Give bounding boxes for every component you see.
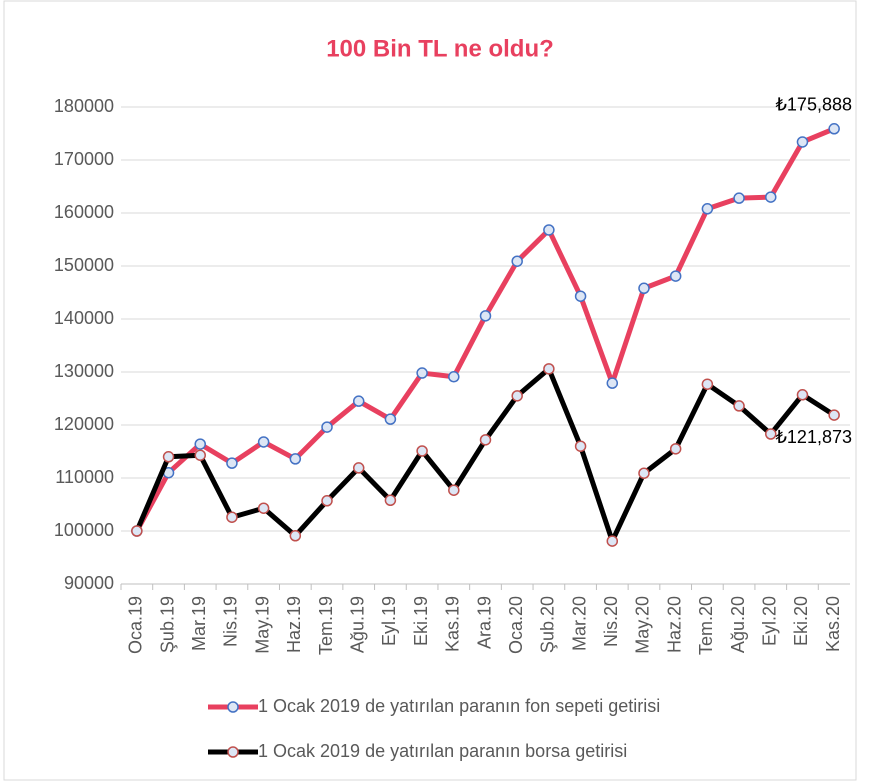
point-marker bbox=[289, 530, 302, 542]
data-label: ₺121,873 bbox=[775, 427, 852, 447]
chart-title: 100 Bin TL ne oldu? bbox=[326, 35, 554, 62]
legend-label: 1 Ocak 2019 de yatırılan paranın fon sep… bbox=[258, 696, 660, 716]
x-tick-label: May.19 bbox=[252, 596, 272, 654]
y-tick-label: 180000 bbox=[54, 96, 114, 116]
x-tick-label: Haz.19 bbox=[284, 596, 304, 653]
x-tick-label: Ağu.20 bbox=[728, 596, 748, 653]
point-marker bbox=[574, 290, 587, 302]
x-tick-label: Mar.19 bbox=[189, 596, 209, 651]
x-tick-label: Ara.19 bbox=[474, 596, 494, 649]
x-tick-label: Eki.20 bbox=[791, 596, 811, 646]
point-marker bbox=[606, 377, 619, 389]
point-marker bbox=[733, 192, 745, 204]
point-marker bbox=[796, 136, 809, 148]
point-marker bbox=[194, 449, 206, 461]
point-marker bbox=[733, 400, 745, 412]
point-marker bbox=[321, 421, 333, 433]
point-marker bbox=[511, 255, 523, 267]
point-marker bbox=[321, 495, 333, 507]
y-tick-label: 120000 bbox=[54, 414, 114, 434]
point-marker bbox=[352, 395, 365, 407]
y-tick-label: 90000 bbox=[64, 573, 114, 593]
x-tick-label: Kas.20 bbox=[823, 596, 843, 652]
point-marker bbox=[669, 270, 682, 282]
point-marker bbox=[828, 123, 840, 135]
x-tick-label: Eyl.19 bbox=[379, 596, 399, 646]
x-tick-label: Şub.20 bbox=[538, 596, 558, 653]
data-label: ₺175,888 bbox=[775, 95, 852, 115]
y-tick-label: 150000 bbox=[54, 255, 114, 275]
point-marker bbox=[479, 310, 492, 322]
point-marker bbox=[796, 389, 809, 401]
point-marker bbox=[289, 453, 302, 465]
y-tick-label: 160000 bbox=[54, 202, 114, 222]
y-tick-label: 170000 bbox=[54, 149, 114, 169]
point-marker bbox=[701, 203, 714, 215]
point-marker bbox=[765, 191, 777, 203]
point-marker bbox=[606, 535, 619, 547]
point-marker bbox=[416, 367, 428, 379]
point-marker bbox=[828, 409, 840, 421]
point-marker bbox=[257, 502, 270, 514]
point-marker bbox=[479, 434, 492, 446]
point-marker bbox=[511, 390, 523, 402]
point-marker bbox=[131, 525, 143, 537]
point-marker bbox=[352, 462, 365, 474]
point-marker bbox=[257, 436, 270, 448]
y-tick-label: 100000 bbox=[54, 520, 114, 540]
chart-frame bbox=[3, 0, 857, 781]
x-tick-label: Oca.19 bbox=[126, 596, 146, 654]
x-tick-label: Nis.20 bbox=[601, 596, 621, 647]
x-tick-label: Tem.20 bbox=[696, 596, 716, 655]
x-tick-label: Tem.19 bbox=[316, 596, 336, 655]
legend-label: 1 Ocak 2019 de yatırılan paranın borsa g… bbox=[258, 741, 627, 761]
y-tick-label: 130000 bbox=[54, 361, 114, 381]
y-tick-label: 110000 bbox=[55, 467, 114, 487]
point-marker bbox=[226, 457, 238, 469]
x-tick-label: May.20 bbox=[633, 596, 653, 654]
point-marker bbox=[543, 224, 555, 236]
x-tick-label: Kas.19 bbox=[443, 596, 463, 652]
point-marker bbox=[669, 443, 682, 455]
legend-marker bbox=[227, 701, 239, 713]
point-marker bbox=[162, 451, 175, 463]
x-tick-label: Eyl.20 bbox=[760, 596, 780, 646]
x-tick-label: Haz.20 bbox=[664, 596, 684, 653]
point-marker bbox=[448, 484, 460, 496]
x-tick-label: Şub.19 bbox=[157, 596, 177, 653]
x-tick-label: Nis.19 bbox=[221, 596, 241, 647]
point-marker bbox=[448, 371, 460, 383]
point-marker bbox=[638, 282, 650, 295]
y-tick-label: 140000 bbox=[54, 308, 114, 328]
point-marker bbox=[574, 440, 587, 452]
point-marker bbox=[226, 511, 238, 523]
x-tick-label: Oca.20 bbox=[506, 596, 526, 654]
point-marker bbox=[194, 438, 206, 450]
x-tick-label: Ağu.19 bbox=[347, 596, 367, 653]
point-marker bbox=[384, 413, 397, 425]
x-tick-label: Mar.20 bbox=[569, 596, 589, 651]
point-marker bbox=[384, 494, 397, 507]
x-tick-label: Eki.19 bbox=[411, 596, 431, 646]
point-marker bbox=[416, 445, 428, 457]
point-marker bbox=[701, 378, 714, 390]
point-marker bbox=[543, 363, 555, 375]
point-marker bbox=[638, 467, 650, 479]
point-marker bbox=[765, 428, 777, 440]
legend-marker bbox=[227, 746, 239, 758]
